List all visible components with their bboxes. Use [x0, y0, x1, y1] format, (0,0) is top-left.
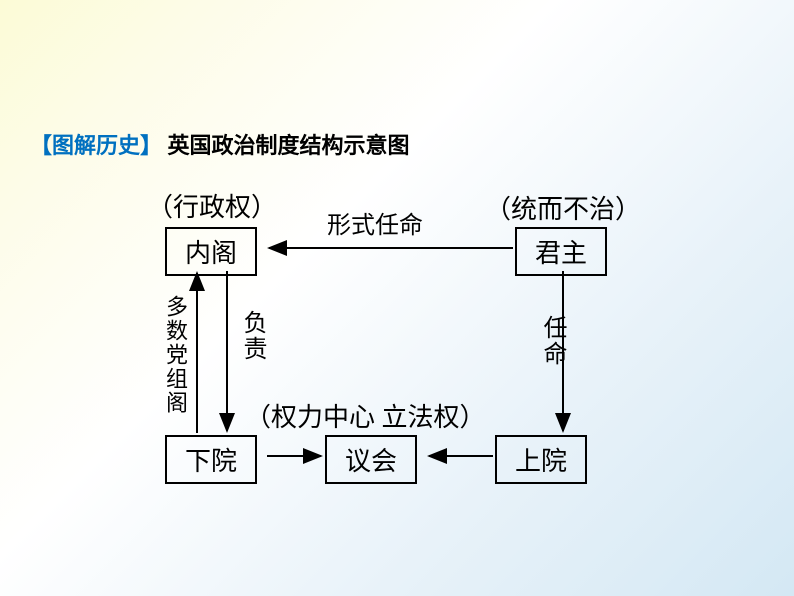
- page-title: 【图解历史】 英国政治制度结构示意图: [30, 128, 410, 160]
- title-prefix: 【图解历史】: [30, 133, 162, 158]
- diagram-area: （行政权） （统而不治） （权力中心 立法权） 内阁 君主 下院 议会 上院 形…: [115, 175, 675, 505]
- arrows-svg: [115, 175, 675, 505]
- title-main: 英国政治制度结构示意图: [168, 133, 410, 158]
